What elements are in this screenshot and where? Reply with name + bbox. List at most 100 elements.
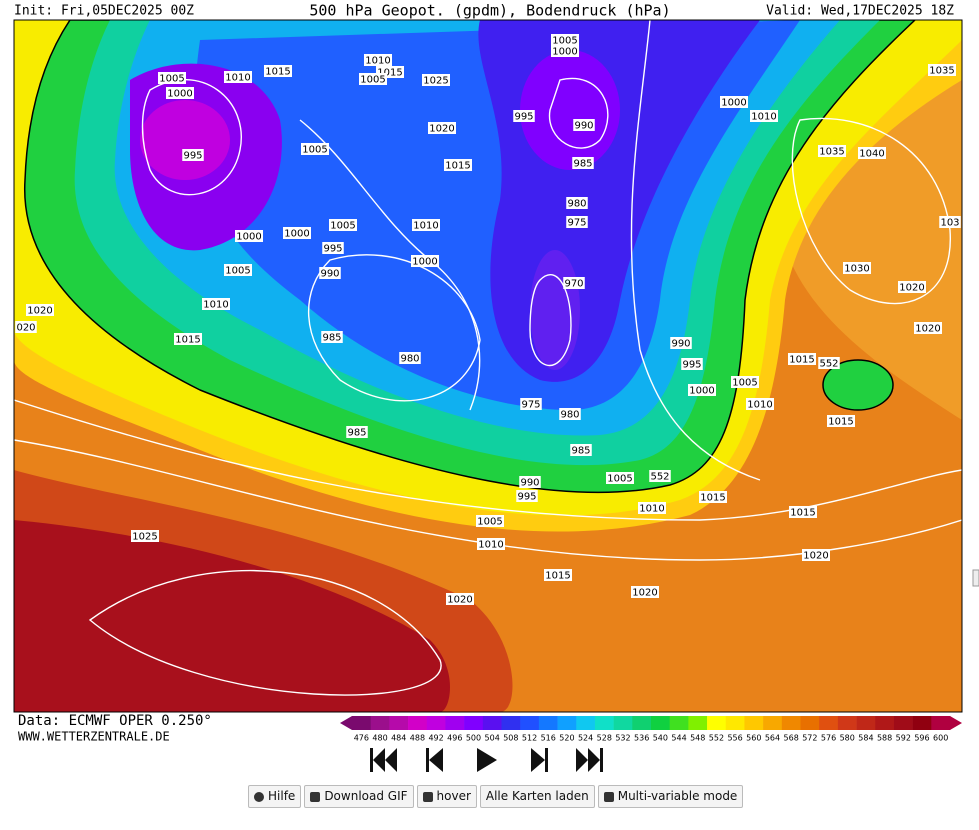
playback-controls xyxy=(370,748,603,772)
isobar-label-box xyxy=(631,586,659,598)
isobar-label-box xyxy=(750,110,778,122)
colorbar-cell xyxy=(800,716,820,730)
isobar-label: 1005 xyxy=(225,266,250,277)
button-icon xyxy=(603,791,614,802)
isobar-label-box xyxy=(283,227,311,239)
colorbar-tick-label: 568 xyxy=(784,734,799,743)
isobar-label-box xyxy=(858,147,886,159)
colorbar-tick-label: 484 xyxy=(391,734,406,743)
colorbar-cell xyxy=(875,716,895,730)
play[interactable] xyxy=(477,748,497,772)
isobar-label-box xyxy=(843,262,871,274)
isobar-label-box xyxy=(789,506,817,518)
isobar-label: 1010 xyxy=(225,73,250,84)
colorbar-cell xyxy=(819,716,839,730)
colorbar-cell xyxy=(781,716,801,730)
isobar-label-box xyxy=(746,398,774,410)
isobar-label-box xyxy=(566,216,588,228)
init-time: Init: Fri,05DEC2025 00Z xyxy=(14,4,194,19)
isobar-label-box xyxy=(928,64,956,76)
isobar-label-box xyxy=(551,45,579,57)
isobar-label: 552 xyxy=(650,472,669,483)
isobar-label: 995 xyxy=(517,492,536,503)
isobar-label: 1010 xyxy=(478,540,503,551)
isobar-label-box xyxy=(224,71,252,83)
isobar-label-box xyxy=(606,472,634,484)
toolbar-button[interactable]: Hilfe xyxy=(248,785,302,808)
colorbar-cell xyxy=(576,716,596,730)
colorbar-tick-label: 500 xyxy=(466,734,481,743)
colorbar-tick-label: 532 xyxy=(615,734,630,743)
toolbar-button[interactable]: hover xyxy=(416,785,477,808)
button-icon xyxy=(310,791,321,802)
previous-frame[interactable] xyxy=(426,748,443,772)
isobar-label: 975 xyxy=(567,218,586,229)
isobar-label: 1010 xyxy=(365,56,390,67)
isobar-label-box xyxy=(720,96,748,108)
colorbar-tick-label: 584 xyxy=(858,734,873,743)
colorbar-tick-label: 504 xyxy=(485,734,500,743)
data-source: Data: ECMWF OPER 0.250° xyxy=(18,713,212,729)
isobar-label: 995 xyxy=(183,151,202,162)
toolbar-button[interactable]: Download GIF xyxy=(304,785,414,808)
isobar-label: 1005 xyxy=(607,474,632,485)
colorbar-tick-label: 524 xyxy=(578,734,593,743)
colorbar-tick-label: 488 xyxy=(410,734,425,743)
isobar-label-box xyxy=(818,145,846,157)
isobar-label: 985 xyxy=(571,446,590,457)
isobar-label: 1010 xyxy=(639,504,664,515)
colorbar-tick-label: 552 xyxy=(709,734,724,743)
isobar-label: 995 xyxy=(682,360,701,371)
isobar-label-box xyxy=(174,333,202,345)
button-bar: Hilfe Download GIF hover Alle Karten laden M… xyxy=(248,785,744,808)
colorbar-tick-label: 540 xyxy=(653,734,668,743)
toolbar-button[interactable]: Alle Karten laden xyxy=(479,785,595,808)
isobar-label-box xyxy=(399,352,421,364)
isobar-label-box xyxy=(681,358,703,370)
colorbar-cell xyxy=(613,716,633,730)
isobar-label-box xyxy=(359,73,387,85)
isobar-label-box xyxy=(939,216,961,228)
isobar-label-box xyxy=(544,569,572,581)
button-icon xyxy=(254,791,264,802)
last-frame[interactable] xyxy=(576,748,603,772)
isobar-label-box xyxy=(649,470,671,482)
colorbar-arrow-low xyxy=(340,716,352,730)
side-tab[interactable] xyxy=(972,569,979,587)
isobar-label-box xyxy=(329,219,357,231)
colorbar-cell xyxy=(856,716,876,730)
isobar-label: 1005 xyxy=(477,517,502,528)
isobar-label: 1020 xyxy=(27,306,52,317)
isobar-label-box xyxy=(411,255,439,267)
isobar-label: 1015 xyxy=(700,493,725,504)
isobar-label-box xyxy=(158,72,186,84)
button-label: Alle Karten laden xyxy=(485,789,589,803)
toolbar-button[interactable]: Multi-variable mode xyxy=(597,785,744,808)
isobar-label: 980 xyxy=(400,354,419,365)
colorbar-tick-label: 492 xyxy=(428,734,443,743)
isobar-label: 980 xyxy=(567,199,586,210)
first-frame[interactable] xyxy=(370,748,397,772)
next-frame[interactable] xyxy=(531,748,548,772)
isobar-label: 103 xyxy=(940,218,959,229)
isobar-label: 990 xyxy=(574,121,593,132)
isobar-label-box xyxy=(26,304,54,316)
isobar-label: 1020 xyxy=(632,588,657,599)
colorbar-cell xyxy=(594,716,614,730)
isobar-label: 1000 xyxy=(412,257,437,268)
isobar-label-box xyxy=(444,159,472,171)
isobar-label: 1040 xyxy=(859,149,884,160)
isobar-label: 995 xyxy=(323,244,342,255)
colorbar-tick-label: 572 xyxy=(802,734,817,743)
colorbar-tick-label: 516 xyxy=(541,734,556,743)
colorbar-tick-label: 544 xyxy=(671,734,686,743)
isobar-label-box xyxy=(516,490,538,502)
isobar-label: 975 xyxy=(521,400,540,411)
colorbar-cell xyxy=(763,716,783,730)
isobar-label: 1010 xyxy=(413,221,438,232)
isobar-label-box xyxy=(898,281,926,293)
isobar-label-box xyxy=(15,321,37,333)
isobar-label: 990 xyxy=(520,478,539,489)
colorbar-tick-label: 560 xyxy=(746,734,761,743)
isobar-label-box xyxy=(321,331,343,343)
